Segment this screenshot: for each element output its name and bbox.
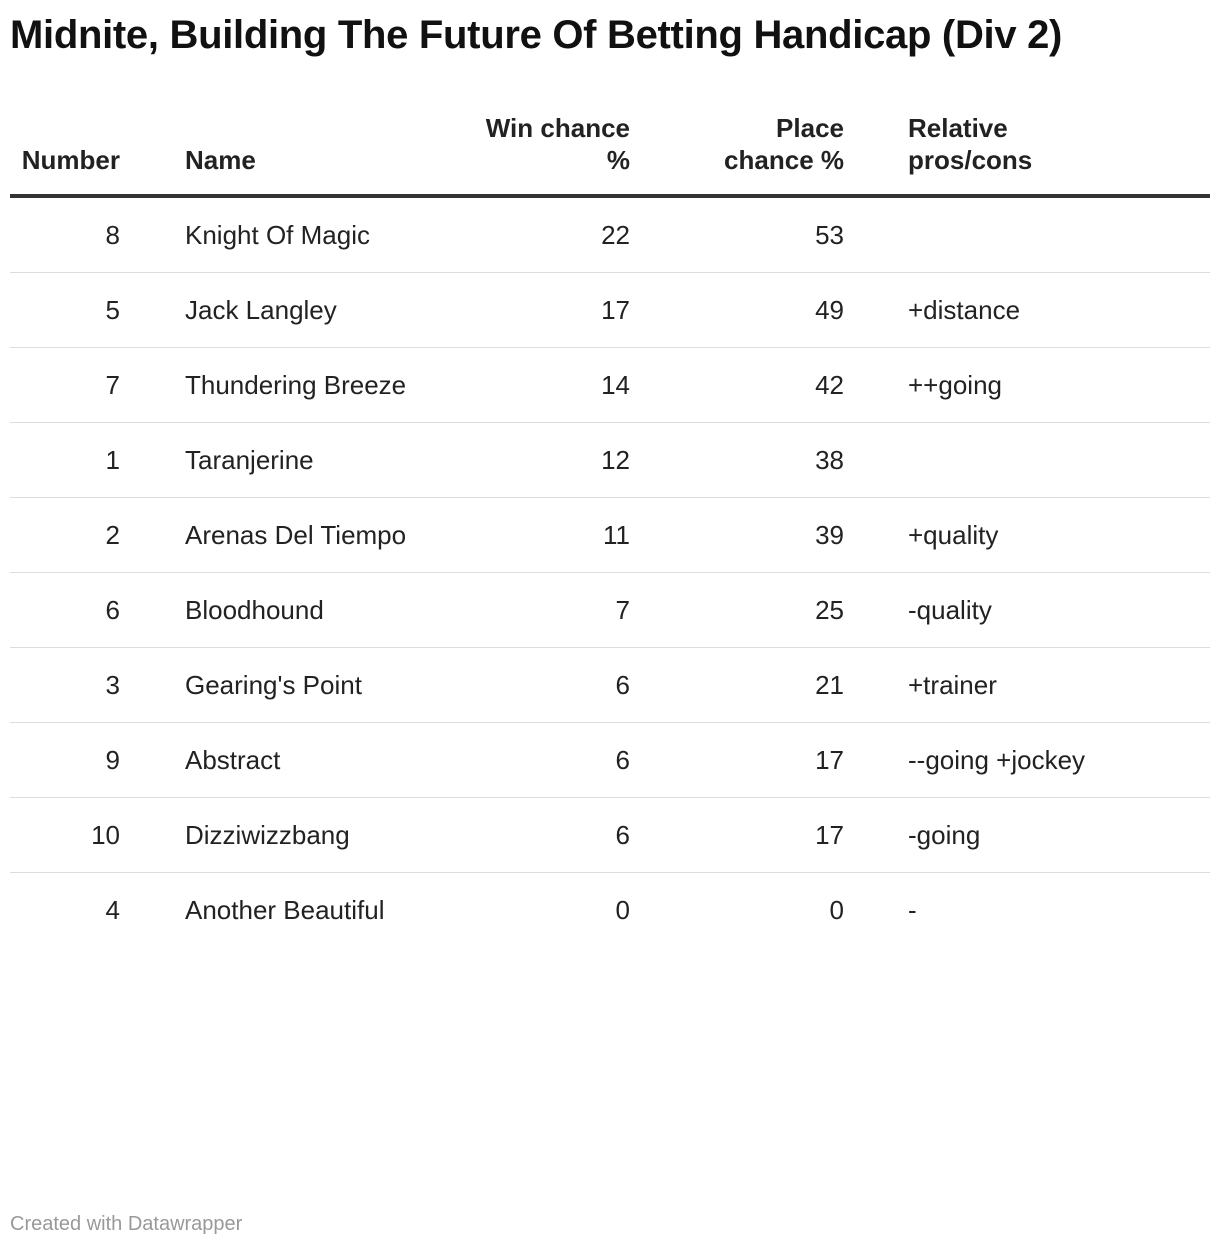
table-cell: 0 bbox=[1132, 422, 1210, 498]
table-cell: 6 bbox=[440, 722, 630, 798]
table-cell: 6 bbox=[10, 572, 120, 648]
table-cell: +quality bbox=[844, 497, 1132, 573]
table-cell: Another Beautiful bbox=[185, 895, 385, 925]
table-cell: Gearing's Point bbox=[120, 647, 440, 723]
table-cell: ++going bbox=[844, 347, 1132, 423]
table-cell: --going +jockey bbox=[844, 722, 1132, 798]
table-cell: Thundering Breeze bbox=[120, 347, 440, 423]
column-header: Name bbox=[120, 112, 440, 198]
table-cell: - bbox=[908, 895, 917, 925]
table-cell: -quality bbox=[844, 572, 1132, 648]
table-cell: 3 bbox=[10, 647, 120, 723]
table-cell: -going bbox=[844, 797, 1132, 873]
table-cell: 9 bbox=[10, 722, 120, 798]
table-cell: 5 bbox=[10, 272, 120, 348]
header-row: Number Name Win chance % Place chance % Rela… bbox=[10, 112, 1210, 198]
table-cell: Dizziwizzbang bbox=[120, 797, 440, 873]
column-header: Non-runner? bbox=[1132, 112, 1210, 198]
table-cell: 0 bbox=[1132, 722, 1210, 798]
table-cell: 22 bbox=[440, 196, 630, 273]
table-cell: 49 bbox=[630, 272, 844, 348]
table-cell: 0 bbox=[829, 895, 844, 925]
column-header: Relative pros/cons bbox=[844, 112, 1132, 198]
table-cell: 6 bbox=[440, 647, 630, 723]
column-header: Place chance % bbox=[630, 112, 844, 198]
table-cell: 21 bbox=[630, 647, 844, 723]
table-cell: Bloodhound bbox=[120, 572, 440, 648]
table-cell: 7 bbox=[10, 347, 120, 423]
table-container: Number Name Win chance % Place chance % Rela… bbox=[10, 112, 1210, 947]
table-cell: 25 bbox=[630, 572, 844, 648]
table-cell: 0 bbox=[1132, 572, 1210, 648]
table-cell bbox=[844, 196, 1132, 273]
table-cell: 1 bbox=[1132, 873, 1210, 948]
table-cell: 17 bbox=[630, 797, 844, 873]
table-cell: 53 bbox=[630, 196, 844, 273]
column-header: Number bbox=[10, 112, 120, 198]
table-cell: 12 bbox=[440, 422, 630, 498]
table-cell bbox=[844, 422, 1132, 498]
table-cell: 10 bbox=[10, 797, 120, 873]
table-cell: 11 bbox=[440, 497, 630, 573]
title: Midnite, Building The Future Of Betting … bbox=[10, 13, 1063, 57]
table-cell: 8 bbox=[10, 196, 120, 273]
table: Number Name Win chance % Place chance % Rela… bbox=[10, 112, 1210, 947]
table-cell: 6 bbox=[440, 797, 630, 873]
table-cell: 39 bbox=[630, 497, 844, 573]
table-cell: 42 bbox=[630, 347, 844, 423]
table-cell: +distance bbox=[844, 272, 1132, 348]
table-cell: 0 bbox=[1132, 647, 1210, 723]
credit: Created with Datawrapper bbox=[10, 1213, 243, 1235]
table-cell: 0 bbox=[1132, 497, 1210, 573]
table-cell: Taranjerine bbox=[120, 422, 440, 498]
table-cell: 14 bbox=[440, 347, 630, 423]
table-cell: 0 bbox=[1132, 347, 1210, 423]
table-cell: 0 bbox=[1132, 797, 1210, 873]
table-cell: 17 bbox=[630, 722, 844, 798]
table-cell: +trainer bbox=[844, 647, 1132, 723]
table-cell: 38 bbox=[630, 422, 844, 498]
table-cell: Jack Langley bbox=[120, 272, 440, 348]
table-cell: 7 bbox=[440, 572, 630, 648]
table-cell: Arenas Del Tiempo bbox=[120, 497, 440, 573]
table-cell: 0 bbox=[615, 895, 630, 925]
column-header: Win chance % bbox=[440, 112, 630, 198]
table-cell: Knight Of Magic bbox=[120, 196, 440, 273]
table-cell: 17 bbox=[440, 272, 630, 348]
table-cell: 0 bbox=[1132, 196, 1210, 273]
table-cell: 1 bbox=[10, 422, 120, 498]
table-row: 1Taranjerine1238015/2 bbox=[10, 422, 1210, 498]
table-cell: Abstract bbox=[120, 722, 440, 798]
table-cell: 4 bbox=[105, 895, 120, 925]
table-cell: 0 bbox=[1132, 272, 1210, 348]
table-cell: 2 bbox=[10, 497, 120, 573]
